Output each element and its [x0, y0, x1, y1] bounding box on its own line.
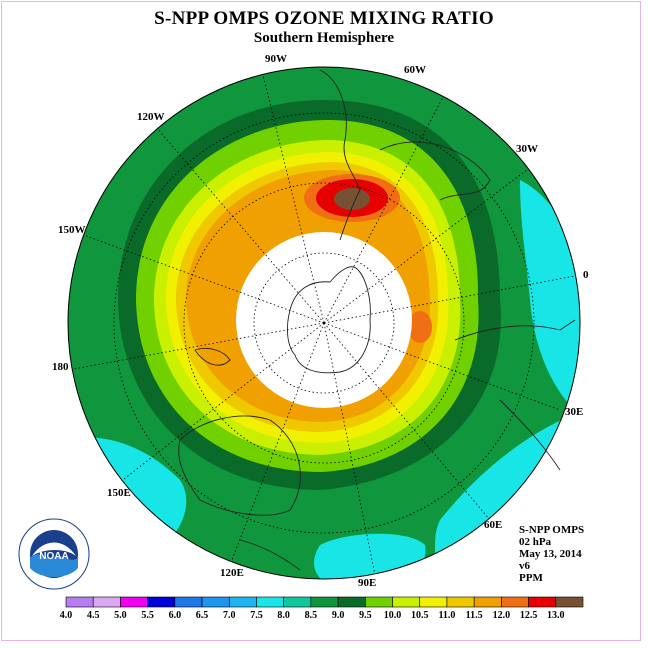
info-satellite: S-NPP OMPS: [519, 524, 585, 536]
info-date: May 13, 2014: [519, 548, 582, 560]
colorbar-swatch: [501, 596, 529, 608]
colorbar-swatch: [473, 596, 502, 608]
coastlines: [178, 69, 576, 571]
colorbar-swatch: [446, 596, 475, 608]
colorbar-swatch: [120, 596, 148, 608]
colorbar-tick-label: 9.5: [359, 610, 372, 621]
lon-label-90w: 90W: [265, 53, 287, 65]
colorbar-tick-label: 6.0: [169, 610, 182, 621]
noaa-logo: NOAA: [18, 518, 90, 590]
colorbar-tick-label: 11.0: [438, 610, 455, 621]
lon-label-0: 0: [583, 269, 589, 281]
colorbar-swatch: [283, 596, 312, 608]
colorbar-swatch: [92, 596, 121, 608]
colorbar-swatch: [365, 596, 393, 608]
lon-label-30e: 30E: [565, 406, 583, 418]
colorbar-tick-label: 7.5: [250, 610, 263, 621]
colorbar-swatch: [228, 596, 257, 608]
lon-label-120w: 120W: [137, 111, 165, 123]
colorbar-swatch: [310, 596, 339, 608]
map-border: [67, 66, 581, 580]
colorbar-tick-label: 6.5: [196, 610, 209, 621]
colorbar-swatch: [337, 596, 366, 608]
colorbar-tick-label: 9.0: [332, 610, 345, 621]
colorbar-tick-label: 5.5: [141, 610, 154, 621]
colorbar-tick-label: 13.0: [547, 610, 565, 621]
colorbar-tick-label: 10.5: [411, 610, 429, 621]
map-title: S-NPP OMPS OZONE MIXING RATIO: [154, 8, 494, 29]
colorbar-swatch: [419, 596, 448, 608]
info-version: v6: [519, 560, 530, 572]
noaa-logo-text: NOAA: [39, 551, 68, 562]
info-pressure-level: 02 hPa: [519, 536, 552, 548]
colorbar-tick-label: 8.0: [277, 610, 290, 621]
colorbar-tick-label: 12.0: [493, 610, 511, 621]
map-subtitle: Southern Hemisphere: [253, 30, 395, 46]
colorbar: 4.0 4.5 5.0 5.5 6.0 6.5 7.0 7.5 8.0 8.5 9.0 9.5 10.0…: [60, 596, 584, 621]
info-units: PPM: [519, 572, 543, 584]
colorbar-swatch: [201, 596, 230, 608]
lon-label-90e: 90E: [358, 577, 376, 589]
colorbar-tick-label: 12.5: [520, 610, 538, 621]
colorbar-tick-label: 5.0: [114, 610, 127, 621]
graticule: [68, 70, 580, 576]
colorbar-tick-label: 7.0: [223, 610, 236, 621]
colorbar-swatch: [528, 596, 557, 608]
lon-label-120e: 120E: [220, 567, 244, 579]
colorbar-swatch: [392, 596, 421, 608]
colorbar-tick-label: 8.5: [305, 610, 318, 621]
lon-label-180: 180: [52, 361, 69, 373]
lon-label-150w: 150W: [58, 224, 86, 236]
colorbar-swatch: [256, 596, 284, 608]
page-frame: [1, 1, 641, 641]
lon-label-60e: 60E: [484, 519, 502, 531]
lon-label-150e: 150E: [107, 487, 131, 499]
colorbar-swatch: [174, 596, 203, 608]
info-panel: S-NPP OMPS 02 hPa May 13, 2014 v6 PPM: [519, 524, 584, 584]
colorbar-swatch: [555, 596, 584, 608]
colorbar-tick-label: 4.5: [87, 610, 100, 621]
colorbar-tick-label: 10.0: [384, 610, 402, 621]
lon-label-30w: 30W: [516, 143, 538, 155]
colorbar-swatch: [147, 596, 176, 608]
colorbar-tick-label: 4.0: [60, 610, 73, 621]
colorbar-tick-label: 11.5: [466, 610, 483, 621]
lon-label-60w: 60W: [404, 64, 426, 76]
colorbar-swatch: [65, 596, 94, 608]
polar-night-region: [236, 232, 412, 408]
